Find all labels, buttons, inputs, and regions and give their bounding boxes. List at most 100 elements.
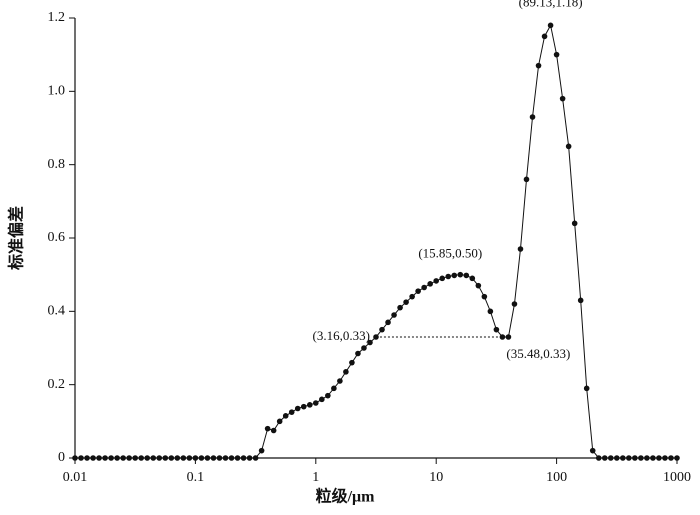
- x-tick-label: 10: [429, 470, 443, 485]
- data-point: [595, 455, 602, 461]
- data-point: [294, 405, 301, 412]
- data-point: [644, 455, 650, 461]
- series-line: [75, 23, 677, 459]
- data-point: [331, 385, 337, 392]
- x-tick-label: 1: [312, 470, 319, 485]
- data-point: [433, 278, 440, 284]
- data-point: [132, 455, 138, 461]
- y-tick-label: 1.0: [48, 84, 66, 99]
- data-point: [162, 455, 169, 461]
- x-tick-label: 100: [546, 470, 567, 485]
- data-point: [282, 413, 289, 419]
- annotation: (89.13,1.18): [519, 0, 583, 9]
- data-point: [337, 378, 343, 384]
- data-point: [216, 455, 223, 461]
- data-point: [589, 447, 596, 454]
- data-point: [565, 143, 572, 150]
- y-tick-label: 0: [58, 450, 65, 465]
- data-point: [481, 293, 488, 300]
- data-point: [367, 339, 373, 346]
- data-point: [668, 455, 674, 461]
- data-point: [276, 418, 283, 425]
- x-tick-label: 0.1: [187, 470, 205, 485]
- data-point: [613, 455, 620, 461]
- data-point: [650, 455, 656, 461]
- data-point: [511, 301, 518, 307]
- data-point: [632, 455, 638, 461]
- data-point: [674, 455, 680, 461]
- data-point: [505, 334, 512, 340]
- data-point: [210, 455, 217, 461]
- data-point: [427, 281, 433, 287]
- data-point: [529, 114, 536, 120]
- data-point: [156, 455, 163, 461]
- data-point: [144, 455, 151, 461]
- y-tick-label: 0.8: [48, 157, 66, 172]
- data-point: [258, 447, 265, 454]
- data-point: [264, 425, 271, 432]
- data-point: [445, 273, 452, 280]
- data-point: [421, 284, 427, 291]
- data-point: [270, 427, 277, 434]
- data-point: [553, 51, 560, 58]
- data-point: [397, 304, 403, 311]
- data-point: [240, 455, 247, 461]
- data-point: [180, 455, 187, 461]
- data-point: [463, 272, 470, 279]
- data-point: [559, 95, 566, 102]
- data-point: [493, 326, 500, 333]
- data-point: [415, 288, 421, 294]
- data-point: [535, 62, 542, 69]
- data-point: [607, 455, 614, 461]
- data-point: [379, 326, 385, 333]
- data-point: [541, 33, 548, 40]
- data-point: [120, 455, 126, 461]
- data-point: [487, 308, 494, 315]
- x-tick-label: 1000: [663, 470, 691, 485]
- data-point: [300, 403, 307, 410]
- annotation: (15.85,0.50): [418, 246, 482, 261]
- y-tick-label: 1.2: [48, 10, 66, 25]
- data-point: [306, 402, 313, 408]
- data-point: [517, 246, 524, 252]
- data-point: [72, 455, 78, 461]
- data-point: [373, 334, 379, 340]
- data-point: [174, 455, 181, 461]
- data-point: [656, 455, 662, 461]
- annotation: (3.16,0.33): [313, 328, 370, 343]
- data-point: [192, 455, 199, 461]
- data-point: [234, 455, 241, 461]
- data-point: [313, 400, 319, 406]
- data-point: [385, 319, 391, 326]
- data-point: [626, 455, 632, 461]
- data-point: [475, 282, 482, 289]
- data-point: [84, 455, 90, 461]
- data-point: [349, 359, 355, 366]
- data-point: [186, 455, 193, 461]
- data-point: [108, 455, 114, 461]
- data-point: [343, 369, 349, 375]
- data-point: [355, 350, 361, 357]
- data-point: [439, 275, 446, 282]
- data-point: [620, 455, 626, 461]
- data-point: [102, 455, 108, 461]
- data-point: [523, 176, 530, 183]
- data-point: [288, 409, 295, 415]
- data-point: [638, 455, 644, 461]
- data-point: [662, 455, 668, 461]
- data-point: [138, 455, 145, 461]
- data-point: [204, 455, 211, 461]
- data-point: [246, 455, 253, 461]
- data-point: [571, 220, 578, 227]
- data-point: [391, 312, 397, 318]
- data-point: [451, 272, 458, 279]
- y-tick-label: 0.4: [48, 304, 66, 319]
- data-point: [198, 455, 205, 461]
- data-point: [547, 22, 554, 29]
- y-axis-label: 标准偏差: [7, 206, 26, 271]
- data-point: [409, 293, 415, 300]
- x-axis-label: 粒级/μm: [316, 487, 376, 506]
- data-point: [228, 455, 235, 461]
- data-point: [222, 455, 229, 461]
